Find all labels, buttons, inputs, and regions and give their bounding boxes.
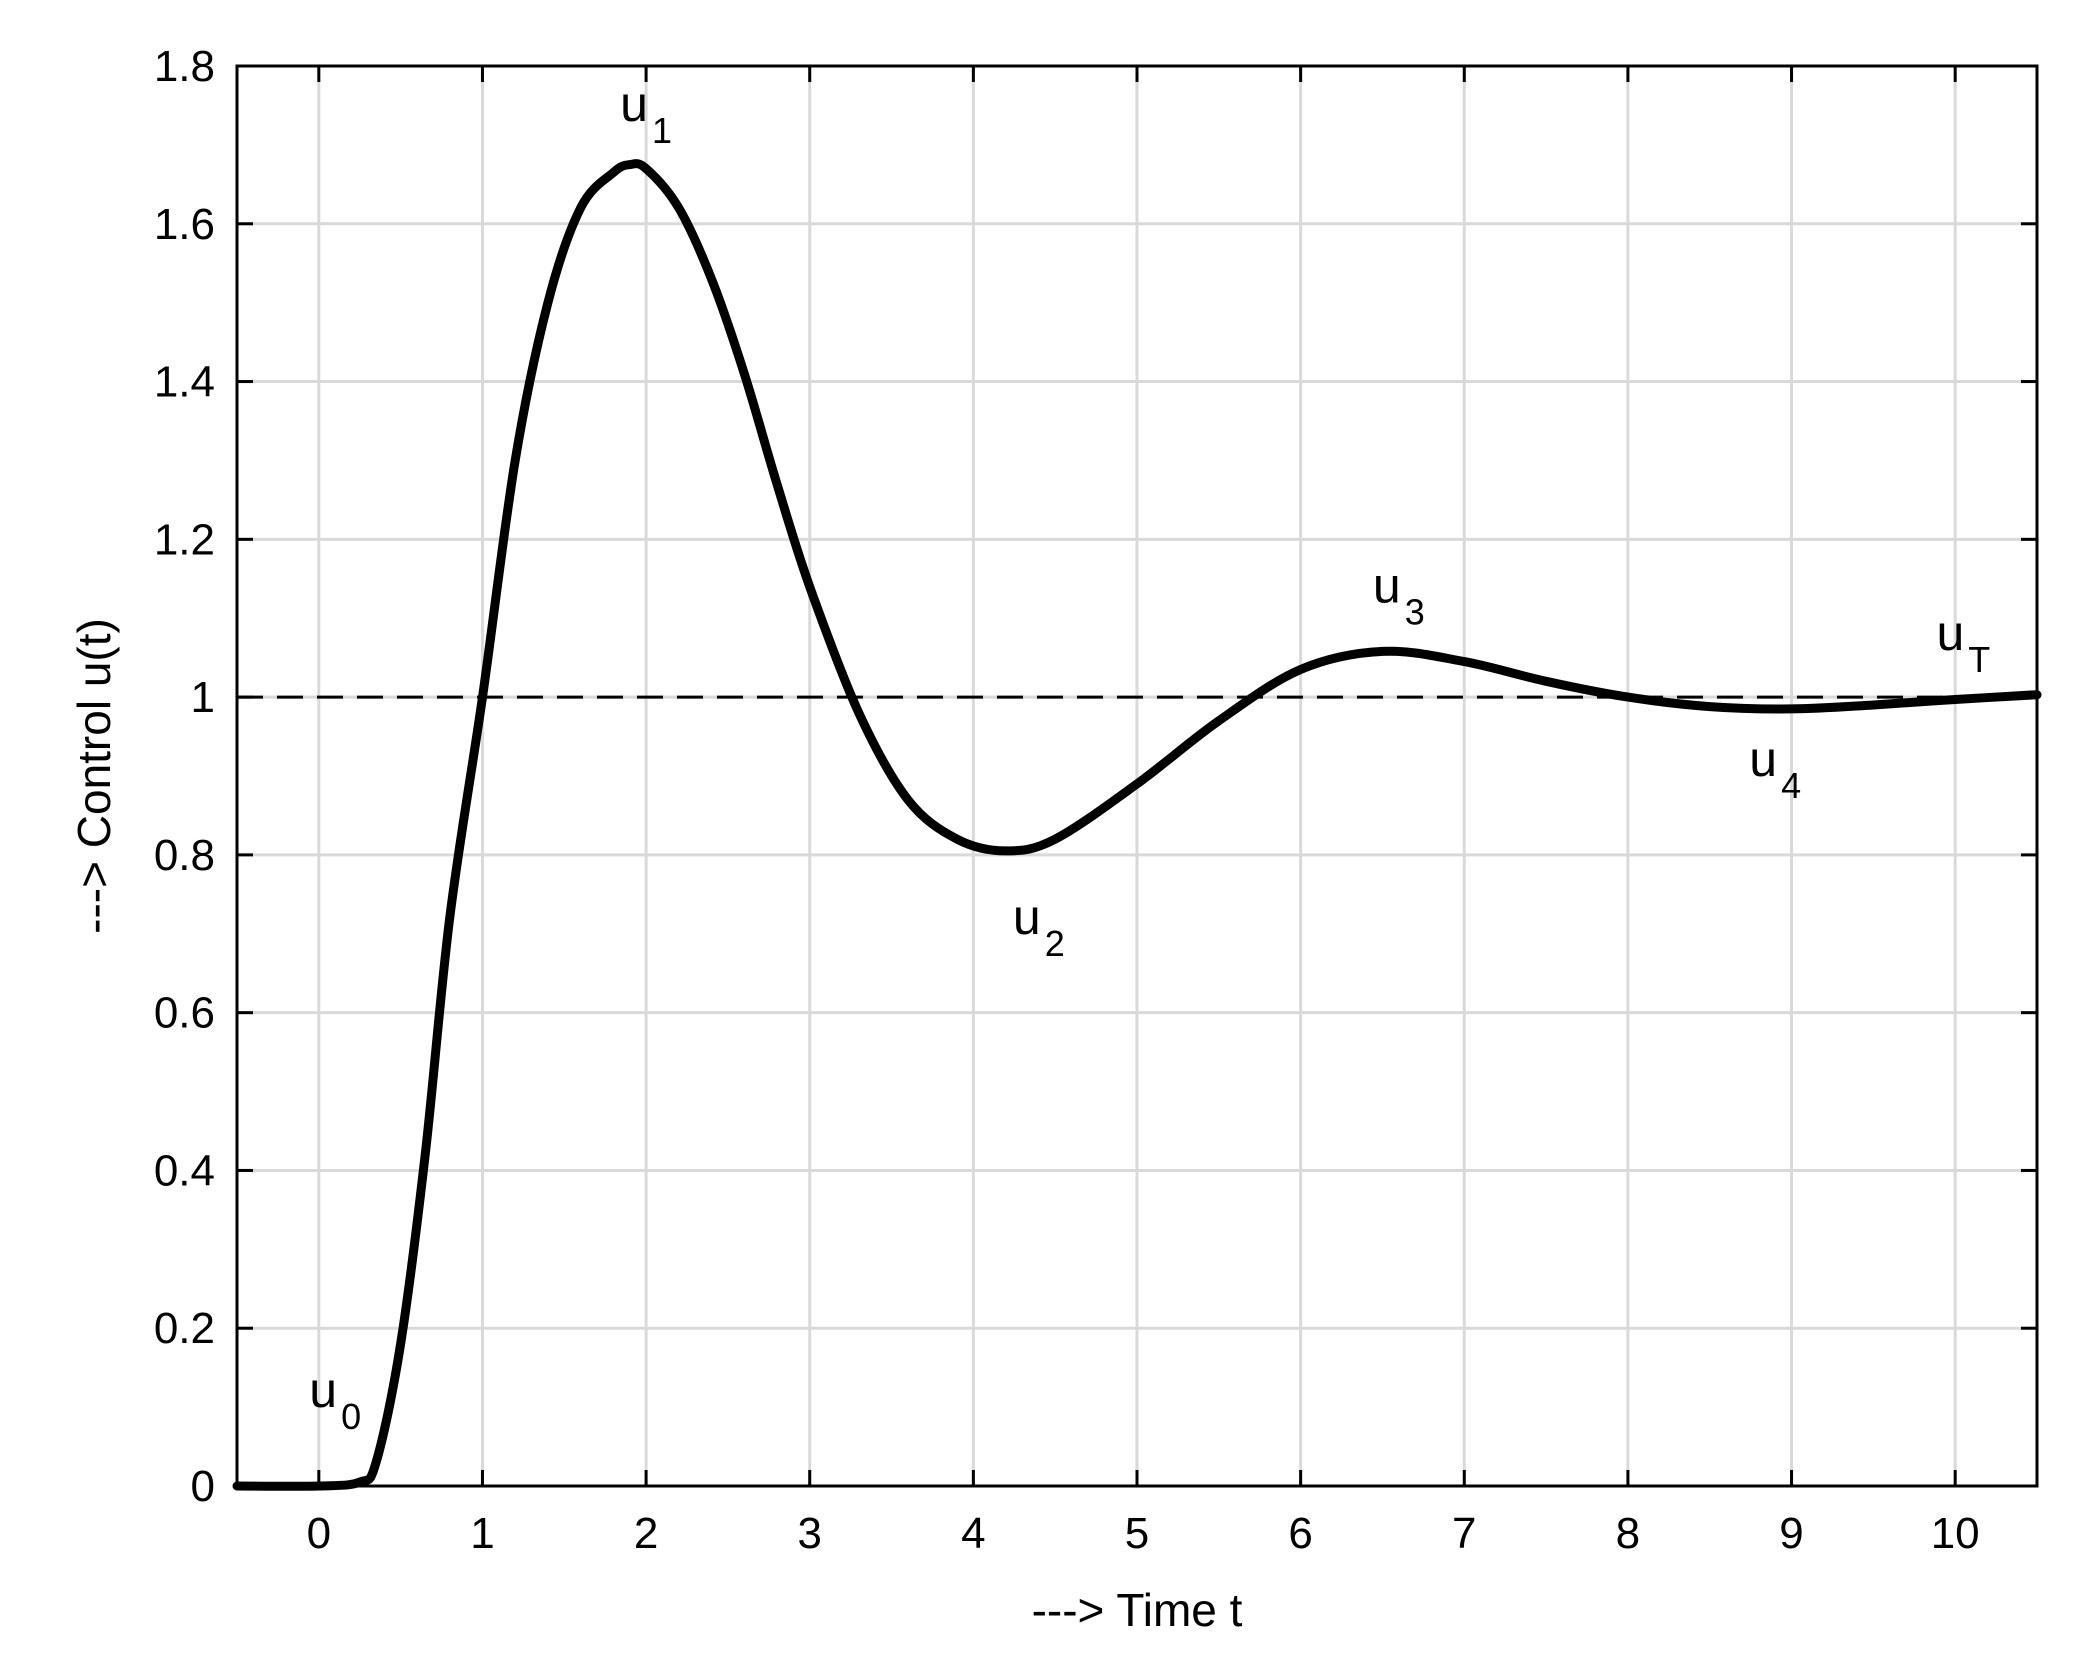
x-tick-label: 0 bbox=[307, 1509, 331, 1558]
x-tick-label: 2 bbox=[634, 1509, 658, 1558]
x-tick-label: 9 bbox=[1779, 1509, 1803, 1558]
x-tick-label: 6 bbox=[1288, 1509, 1312, 1558]
x-tick-label: 5 bbox=[1125, 1509, 1149, 1558]
x-tick-label: 1 bbox=[470, 1509, 494, 1558]
x-tick-label: 10 bbox=[1931, 1509, 1980, 1558]
x-tick-labels: 0 1 2 3 4 5 6 7 8 9 10 bbox=[307, 1509, 1980, 1558]
y-tick-label: 1.2 bbox=[154, 515, 215, 564]
x-tick-label: 7 bbox=[1452, 1509, 1476, 1558]
series-line bbox=[232, 159, 2042, 1491]
y-tick-label: 0.4 bbox=[154, 1146, 215, 1195]
x-tick-label: 8 bbox=[1616, 1509, 1640, 1558]
y-tick-label: 0.8 bbox=[154, 831, 215, 880]
y-tick-label: 1 bbox=[191, 673, 215, 722]
y-tick-labels: 0 0.2 0.4 0.6 0.8 1 1.2 1.4 1.6 1.8 bbox=[154, 42, 215, 1511]
tick-marks bbox=[237, 64, 2037, 1488]
y-axis-label: ---> Control u(t) bbox=[68, 618, 120, 934]
annotations: u 0 u 1 u 2 u 3 u 4 u T bbox=[309, 76, 1990, 1437]
x-tick-label: 4 bbox=[961, 1509, 985, 1558]
y-tick-label: 1.8 bbox=[154, 42, 215, 91]
y-tick-label: 1.4 bbox=[154, 358, 215, 407]
y-tick-label: 0 bbox=[191, 1462, 215, 1511]
x-tick-label: 3 bbox=[797, 1509, 821, 1558]
y-tick-label: 1.6 bbox=[154, 200, 215, 249]
y-tick-label: 0.6 bbox=[154, 989, 215, 1038]
y-tick-label: 0.2 bbox=[154, 1304, 215, 1353]
x-axis-label: ---> Time t bbox=[1032, 1584, 1243, 1636]
